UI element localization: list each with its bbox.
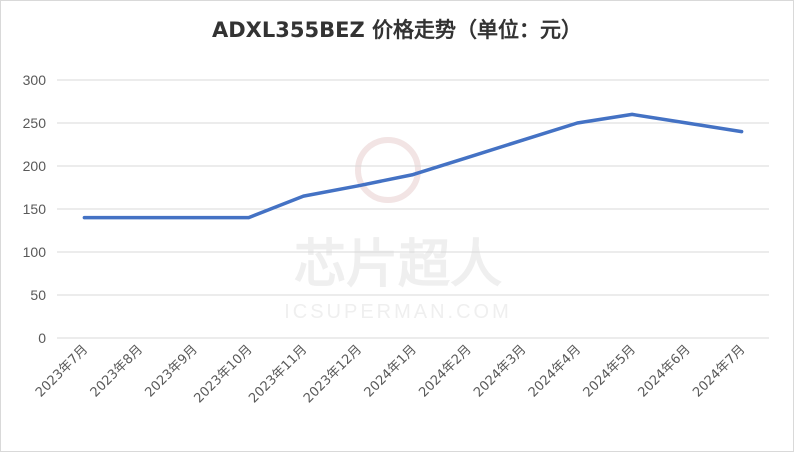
watermark-text-cn: 芯片超人	[294, 235, 502, 295]
data-point	[630, 112, 634, 116]
watermark-logo-circle	[355, 137, 421, 203]
series-layer	[82, 112, 744, 220]
x-tick-label: 2023年8月	[88, 342, 146, 400]
data-point	[356, 184, 360, 188]
x-tick-label: 2024年3月	[471, 342, 529, 400]
data-point	[521, 138, 525, 142]
data-point	[685, 121, 689, 125]
data-point	[247, 216, 251, 220]
y-tick-label: 300	[23, 72, 47, 88]
y-tick-label: 50	[30, 287, 46, 303]
y-tick-label: 0	[38, 330, 46, 346]
data-point	[192, 216, 196, 220]
x-tick-label: 2024年5月	[581, 342, 639, 400]
data-point	[137, 216, 141, 220]
x-tick-label: 2023年9月	[143, 342, 201, 400]
y-tick-label: 100	[23, 244, 47, 260]
data-point	[575, 121, 579, 125]
y-tick-label: 250	[23, 115, 47, 131]
x-tick-label: 2023年12月	[301, 342, 365, 406]
x-tick-label: 2024年1月	[362, 342, 420, 400]
y-axis-ticks: 0 50 100 150 200 250 300	[23, 72, 47, 346]
x-tick-label: 2024年2月	[416, 342, 474, 400]
data-point	[466, 155, 470, 159]
x-axis-ticks: 2023年7月2023年8月2023年9月2023年10月2023年11月202…	[33, 342, 748, 406]
data-point	[411, 173, 415, 177]
chart-title: ADXL355BEZ 价格走势（单位：元）	[212, 18, 582, 42]
data-point	[82, 216, 86, 220]
x-tick-label: 2024年6月	[635, 342, 693, 400]
watermark: 芯片超人 ICSUPERMAN.COM	[284, 137, 512, 323]
watermark-text-en: ICSUPERMAN.COM	[284, 301, 512, 323]
x-tick-label: 2024年7月	[690, 342, 748, 400]
y-tick-label: 150	[23, 201, 47, 217]
data-point	[740, 130, 744, 134]
data-point	[301, 194, 305, 198]
y-tick-label: 200	[23, 158, 47, 174]
x-tick-label: 2024年4月	[526, 342, 584, 400]
x-tick-label: 2023年7月	[33, 342, 91, 400]
gridlines	[57, 79, 769, 339]
